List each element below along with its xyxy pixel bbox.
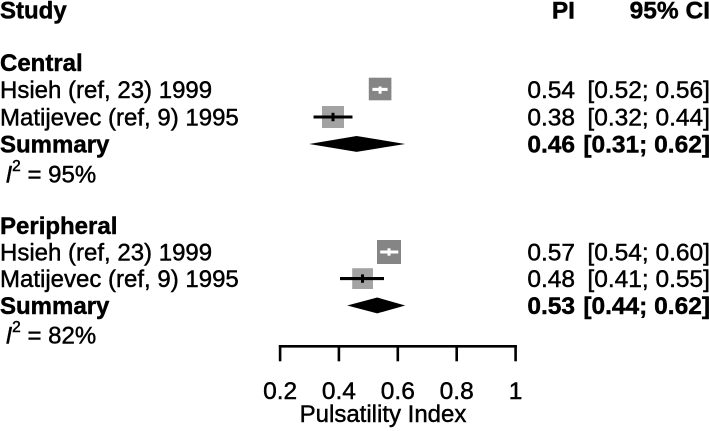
svg-text:Matijevec (ref, 9) 1995: Matijevec (ref, 9) 1995 [0,266,239,293]
svg-text:Peripheral: Peripheral [0,213,117,240]
svg-text:Hsieh (ref, 23) 1999: Hsieh (ref, 23) 1999 [0,240,212,267]
svg-text:0.46: 0.46 [527,132,575,159]
svg-text:[0.52; 0.56]: [0.52; 0.56] [587,77,709,104]
svg-text:Study: Study [0,0,67,25]
svg-text:0.8: 0.8 [440,378,474,405]
svg-text:95% CI: 95% CI [630,0,709,25]
svg-text:PI: PI [552,0,575,25]
svg-text:[0.44; 0.62]: [0.44; 0.62] [583,293,709,320]
svg-text:[0.54; 0.60]: [0.54; 0.60] [587,240,709,267]
svg-text:Matijevec (ref, 9) 1995: Matijevec (ref, 9) 1995 [0,105,239,132]
svg-text:[0.32; 0.44]: [0.32; 0.44] [587,105,709,132]
svg-text:Summary: Summary [0,132,110,159]
svg-text:Central: Central [0,50,83,77]
svg-text:Summary: Summary [0,293,110,320]
svg-text:Hsieh (ref, 23) 1999: Hsieh (ref, 23) 1999 [0,77,212,104]
svg-text:0.57: 0.57 [527,240,575,267]
svg-text:0.38: 0.38 [527,105,575,132]
svg-text:0.6: 0.6 [381,378,415,405]
svg-text:0.53: 0.53 [527,293,575,320]
svg-text:0.2: 0.2 [263,378,297,405]
svg-text:0.4: 0.4 [322,378,356,405]
svg-text:I2 = 95%: I2 = 95% [6,158,97,189]
svg-text:I2 = 82%: I2 = 82% [6,319,97,350]
svg-text:Pulsatility Index: Pulsatility Index [300,401,467,428]
svg-text:[0.41; 0.55]: [0.41; 0.55] [587,266,709,293]
svg-text:0.54: 0.54 [527,77,575,104]
svg-text:0.48: 0.48 [527,266,575,293]
svg-text:[0.31; 0.62]: [0.31; 0.62] [583,132,709,159]
svg-text:1: 1 [509,378,523,405]
